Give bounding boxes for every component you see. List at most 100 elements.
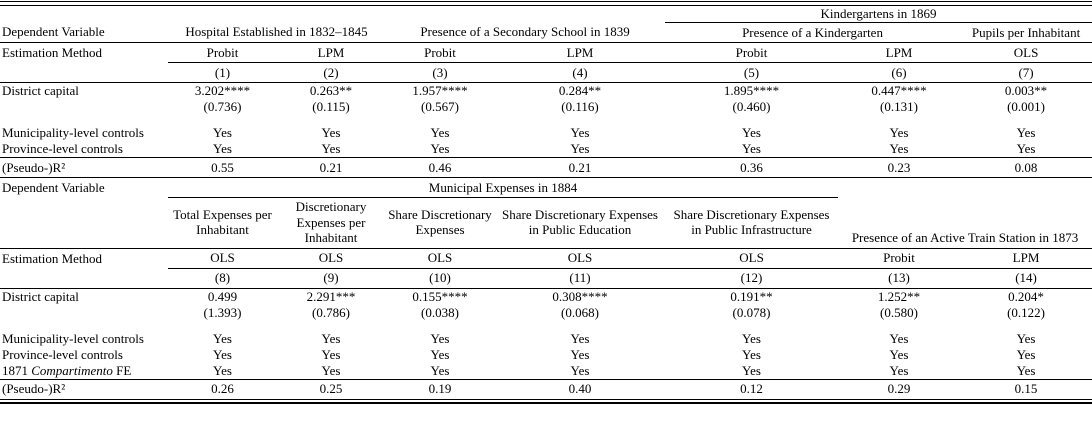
control-cell: Yes <box>495 362 666 380</box>
std-error-cell: (0.116) <box>561 99 599 114</box>
table-row: Municipality-level controls Yes Yes Yes … <box>0 125 1092 141</box>
control-cell: Yes <box>168 362 277 380</box>
std-error-cell: (0.001) <box>1007 99 1045 114</box>
control-cell: Yes <box>213 125 232 140</box>
row-label-pseudo-r2: (Pseudo-)R² <box>2 381 66 397</box>
bottom-double-rule <box>0 398 1092 404</box>
empty-cell <box>0 99 168 115</box>
coefficient-cell: 3.202**** <box>194 83 251 98</box>
table-row: Municipality-level controls Yes Yes Yes … <box>0 331 1092 347</box>
column-number-cell: (11) <box>495 268 666 289</box>
method-cell: OLS <box>385 248 495 269</box>
coefficient-cell: 0.191** <box>730 288 773 304</box>
control-cell: Yes <box>430 330 450 346</box>
column-number-cell: (12) <box>665 268 839 289</box>
row-label-dependent-variable: Dependent Variable <box>2 179 105 195</box>
column-number-cell: (9) <box>277 268 385 289</box>
coefficient-cell: 1.895**** <box>723 83 780 98</box>
control-cell: Yes <box>570 330 590 346</box>
r2-cell: 0.15 <box>1014 381 1038 397</box>
table-row: (Pseudo-)R² 0.26 0.25 0.19 0.40 0.12 0.2… <box>0 379 1092 399</box>
row-label-compartimento-fe: 1871 Compartimento FE <box>0 362 168 380</box>
control-cell: Yes <box>213 346 232 362</box>
table-row: Total Expenses per Inhabitant Discretion… <box>0 197 1092 249</box>
table-row: District capital 0.499 2.291*** 0.155***… <box>0 288 1092 305</box>
column-number-cell: (10) <box>385 268 495 289</box>
method-cell: LPM <box>495 42 666 63</box>
method-cell: OLS <box>168 248 277 269</box>
control-cell: Yes <box>321 330 341 346</box>
control-cell: Yes <box>321 346 341 362</box>
r2-cell: 0.40 <box>568 381 592 397</box>
spacer-row <box>0 321 1092 331</box>
table-row: (8) (9) (10) (11) (12) (13) (14) <box>0 268 1092 289</box>
column-number-cell: (5) <box>665 62 839 83</box>
r2-cell: 0.21 <box>495 157 666 178</box>
r2-cell: 0.12 <box>740 381 763 397</box>
table-row: 1871 Compartimento FE Yes Yes Yes Yes Ye… <box>0 362 1092 380</box>
coefficient-cell: 0.155**** <box>412 288 468 304</box>
column-number-cell: (6) <box>838 62 961 83</box>
method-cell: OLS <box>277 248 385 269</box>
row-label-municipality-controls: Municipality-level controls <box>2 330 144 346</box>
group-header-kindergartens: Kindergartens in 1869 <box>665 6 1092 23</box>
empty-cell <box>0 62 168 83</box>
control-cell: Yes <box>1016 125 1036 140</box>
top-double-rule <box>0 1 1092 6</box>
control-cell: Yes <box>385 141 495 158</box>
std-error-cell: (0.736) <box>203 99 242 114</box>
table-row: Dependent Variable Municipal Expenses in… <box>0 177 1092 198</box>
r2-cell: 0.23 <box>838 157 961 178</box>
row-label-dependent-variable: Dependent Variable <box>0 22 168 43</box>
column-number-cell: (8) <box>168 268 277 289</box>
coefficient-cell: 0.447**** <box>871 83 927 98</box>
table-row: Dependent Variable Hospital Established … <box>0 22 1092 43</box>
column-number-cell: (13) <box>838 268 961 289</box>
table-row: Estimation Method OLS OLS OLS OLS OLS Pr… <box>0 248 1092 269</box>
method-cell: OLS <box>495 248 666 269</box>
r2-cell: 0.25 <box>319 381 343 397</box>
table-row: District capital 3.202**** 0.263** 1.957… <box>0 83 1092 100</box>
row-label-province-controls: Province-level controls <box>0 141 168 158</box>
empty-cell <box>0 115 1092 125</box>
control-cell: Yes <box>742 346 761 362</box>
empty-cell <box>0 6 665 23</box>
coefficient-cell: 0.308**** <box>552 288 608 304</box>
r2-cell: 0.21 <box>277 157 385 178</box>
fe-label-prefix: 1871 <box>2 362 32 378</box>
r2-cell: 0.26 <box>211 381 234 397</box>
regression-table-page: Kindergartens in 1869 Dependent Variable… <box>0 1 1092 404</box>
column-number-cell: (1) <box>168 62 277 83</box>
fe-label-italic: Compartimento <box>31 362 113 378</box>
r2-cell: 0.36 <box>665 157 839 178</box>
row-label-pseudo-r2: (Pseudo-)R² <box>0 157 168 178</box>
control-cell: Yes <box>665 141 839 158</box>
control-cell: Yes <box>168 141 277 158</box>
empty-cell <box>0 305 168 321</box>
std-error-cell: (0.038) <box>421 304 459 320</box>
sub-header-cell: Share Discretionary Expenses <box>385 197 495 249</box>
empty-cell <box>0 197 168 249</box>
column-number-cell: (2) <box>277 62 385 83</box>
control-cell: Yes <box>889 330 909 346</box>
table-row: (Pseudo-)R² 0.55 0.21 0.46 0.21 0.36 0.2… <box>0 157 1092 178</box>
r2-cell: 0.55 <box>168 157 277 178</box>
control-cell: Yes <box>838 362 961 380</box>
control-cell: Yes <box>960 141 1092 158</box>
row-label-estimation-method: Estimation Method <box>2 250 103 266</box>
table-row: Estimation Method Probit LPM Probit LPM … <box>0 42 1092 63</box>
sub-header-train-station: Presence of an Active Train Station in 1… <box>838 197 1092 249</box>
r2-cell: 0.19 <box>428 381 452 397</box>
column-number-cell: (14) <box>960 268 1092 289</box>
control-cell: Yes <box>742 330 761 346</box>
std-error-cell: (1.393) <box>203 304 242 320</box>
dep-var-header: Hospital Established in 1832–1845 <box>168 22 385 43</box>
table-row: Kindergartens in 1869 <box>0 6 1092 23</box>
row-label-district-capital: District capital <box>2 288 79 304</box>
std-error-cell: (0.122) <box>1007 304 1045 320</box>
coefficient-cell: 2.291*** <box>306 288 356 304</box>
coefficient-cell: 0.003** <box>1004 83 1048 98</box>
control-cell: Yes <box>1016 346 1036 362</box>
std-error-cell: (0.786) <box>312 304 350 320</box>
table-row: (1.393) (0.786) (0.038) (0.068) (0.078) … <box>0 305 1092 321</box>
